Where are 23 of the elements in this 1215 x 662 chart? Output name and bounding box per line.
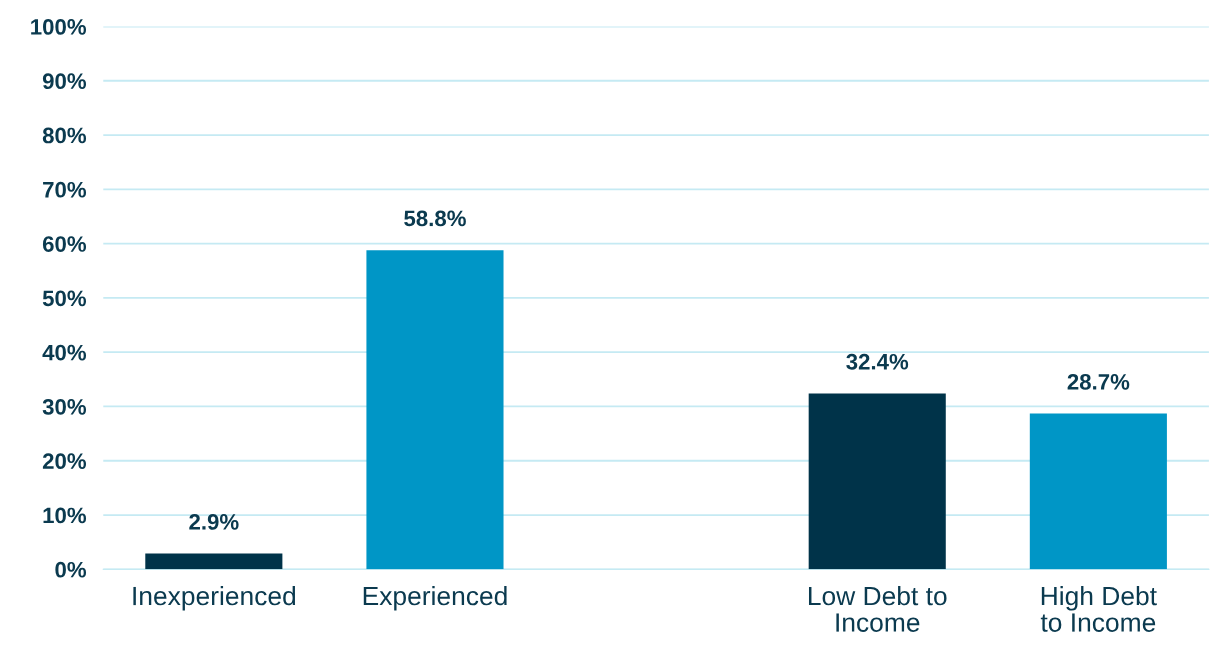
x-tick-label: Inexperienced bbox=[133, 585, 296, 611]
y-tick-label: 30% bbox=[42, 399, 87, 415]
data-label: 58.8% bbox=[404, 210, 466, 227]
x-tick-label: High Debt to Income bbox=[1040, 585, 1157, 632]
data-label: 2.9% bbox=[189, 514, 239, 530]
y-tick-label: 20% bbox=[42, 453, 87, 470]
y-tick-label: 10% bbox=[43, 507, 87, 524]
y-tick-label: 60% bbox=[42, 236, 87, 252]
y-tick-label: 40% bbox=[42, 344, 87, 361]
y-tick-label: 0% bbox=[55, 561, 87, 578]
data-label: 32.4% bbox=[846, 353, 909, 370]
bar bbox=[808, 393, 946, 570]
data-label: 28.7% bbox=[1067, 373, 1130, 390]
y-tick-label: 100% bbox=[31, 19, 87, 35]
bar bbox=[145, 553, 283, 570]
y-tick-label: 50% bbox=[42, 290, 87, 307]
bar bbox=[1029, 413, 1167, 570]
x-tick-label: Low Debt to Income bbox=[808, 585, 947, 632]
y-tick-label: 90% bbox=[42, 73, 87, 90]
y-tick-label: 70% bbox=[43, 181, 87, 198]
x-tick-label: Experienced bbox=[363, 585, 507, 611]
y-tick-label: 80% bbox=[42, 127, 87, 144]
bar bbox=[366, 250, 504, 570]
